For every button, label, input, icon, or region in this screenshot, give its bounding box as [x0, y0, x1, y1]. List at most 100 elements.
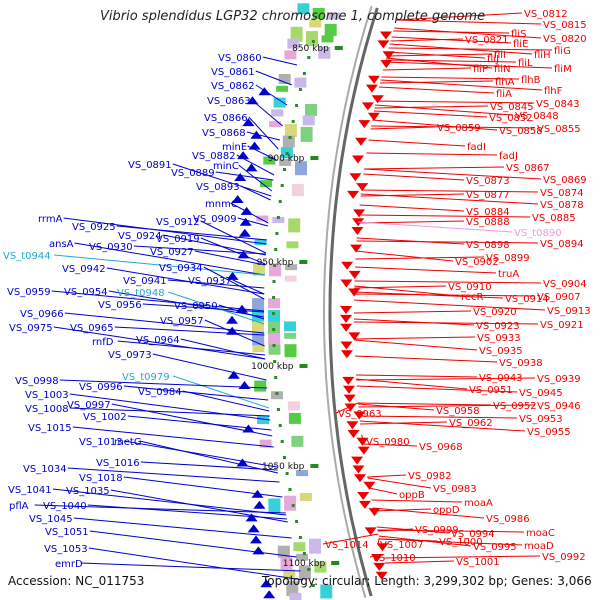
right-leader-line	[353, 321, 539, 325]
feature-block	[254, 380, 267, 392]
feature-block	[273, 97, 286, 108]
right-gene-label: VS_0867	[506, 163, 550, 174]
left-gene-label: VS_0956	[98, 300, 142, 311]
feature-block	[268, 333, 281, 346]
left-leader-line	[52, 488, 287, 516]
left-leader-line	[73, 517, 292, 539]
left-gene-label: VS_1013	[79, 437, 123, 448]
left-leader-line	[142, 303, 265, 313]
right-gene-label: VS_0914	[505, 294, 549, 305]
left-leader-line	[69, 407, 270, 417]
right-leader-line	[356, 378, 468, 390]
feature-block	[289, 592, 302, 600]
feature-dot	[302, 552, 306, 555]
right-leader-line	[370, 126, 436, 130]
reverse-gene-arrow	[348, 332, 361, 341]
left-leader-line	[215, 171, 274, 181]
reverse-gene-arrow	[364, 527, 377, 536]
right-leader-line	[363, 166, 505, 170]
reverse-gene-arrow	[356, 437, 369, 446]
feature-block	[290, 26, 303, 42]
reverse-gene-arrow	[346, 421, 359, 430]
right-gene-label: fliN	[494, 64, 511, 75]
right-gene-label: VS_0878	[540, 200, 584, 211]
left-leader-line	[173, 375, 270, 409]
reverse-gene-arrow	[351, 456, 364, 465]
left-leader-line	[72, 426, 274, 448]
scale-tick-mark	[310, 464, 319, 468]
feature-dot	[275, 232, 279, 235]
forward-gene-arrow	[238, 381, 251, 389]
feature-block	[271, 109, 284, 117]
feature-dot	[298, 536, 302, 539]
feature-dot	[283, 456, 286, 459]
feature-block	[268, 309, 280, 322]
left-leader-line	[114, 326, 265, 336]
left-leader-line	[140, 461, 278, 471]
reverse-gene-arrow	[363, 481, 376, 490]
right-gene-label: VS_0859	[437, 123, 481, 134]
left-gene-label: VS_0882	[192, 151, 236, 162]
feature-block	[312, 7, 325, 19]
topology-text: Topology: circular; Length: 3,299,302 bp…	[262, 574, 592, 588]
left-gene-label: VS_0934	[159, 263, 203, 274]
right-leader-line	[354, 285, 460, 297]
left-gene-label: VS_0950	[174, 301, 218, 312]
right-gene-label: VS_0952	[493, 401, 537, 412]
feature-block	[272, 217, 285, 223]
left-gene-label: minC	[213, 161, 239, 172]
right-leader-line	[354, 280, 542, 284]
left-leader-line	[194, 250, 266, 266]
left-gene-label: VS_0862	[211, 81, 255, 92]
right-gene-label: fliA	[496, 89, 512, 100]
right-leader-line	[382, 67, 472, 71]
right-gene-label: VS_0885	[532, 213, 576, 224]
right-gene-label: VS_0904	[543, 279, 587, 290]
left-leader-line	[80, 562, 301, 572]
feature-block	[276, 85, 289, 92]
reverse-gene-arrow	[358, 120, 371, 129]
right-leader-line	[366, 152, 498, 156]
right-gene-label: fliI	[494, 50, 506, 61]
left-gene-label: rnfD	[92, 337, 114, 348]
feature-block	[282, 135, 295, 148]
right-gene-label: VS_0986	[486, 514, 530, 525]
right-leader-line	[375, 104, 514, 116]
feature-dot	[285, 152, 289, 155]
right-gene-label: VS_0888	[466, 217, 510, 228]
feature-block	[285, 264, 298, 271]
left-gene-label: VS_0925	[72, 222, 116, 233]
left-gene-label: VS_0891	[128, 160, 172, 171]
right-leader-line	[383, 555, 541, 559]
right-leader-line	[356, 240, 539, 244]
right-gene-label: VS_0815	[543, 20, 587, 31]
right-leader-line	[356, 377, 536, 381]
right-leader-line	[381, 76, 520, 80]
reverse-gene-arrow	[358, 500, 371, 509]
feature-dot	[272, 312, 275, 315]
forward-gene-arrow	[263, 590, 276, 599]
feature-block	[284, 495, 297, 511]
left-gene-label: VS_0889	[171, 168, 215, 179]
right-leader-line	[387, 51, 486, 59]
right-gene-label: VS_t0890	[514, 228, 562, 239]
feature-dot	[273, 264, 277, 267]
feature-dot	[272, 344, 276, 347]
reverse-gene-arrow	[382, 51, 395, 60]
left-leader-line	[127, 415, 272, 431]
left-gene-label: VS_0863	[207, 96, 251, 107]
left-gene-label: VS_1040	[43, 501, 87, 512]
left-gene-label: VS_t0944	[3, 251, 51, 262]
forward-gene-arrow	[253, 500, 266, 509]
right-leader-line	[357, 221, 513, 233]
feature-block	[291, 184, 304, 197]
scale-tick-label: 1100 kbp	[283, 559, 326, 569]
right-gene-label: VS_0923	[476, 321, 520, 332]
right-leader-line	[391, 36, 512, 44]
feature-dot	[285, 472, 289, 475]
left-gene-label: VS_0942	[62, 264, 106, 275]
feature-block	[284, 321, 296, 332]
right-gene-label: VS_0873	[466, 176, 510, 187]
right-gene-label: VS_0992	[542, 552, 586, 563]
right-gene-label: VS_0983	[433, 484, 477, 495]
